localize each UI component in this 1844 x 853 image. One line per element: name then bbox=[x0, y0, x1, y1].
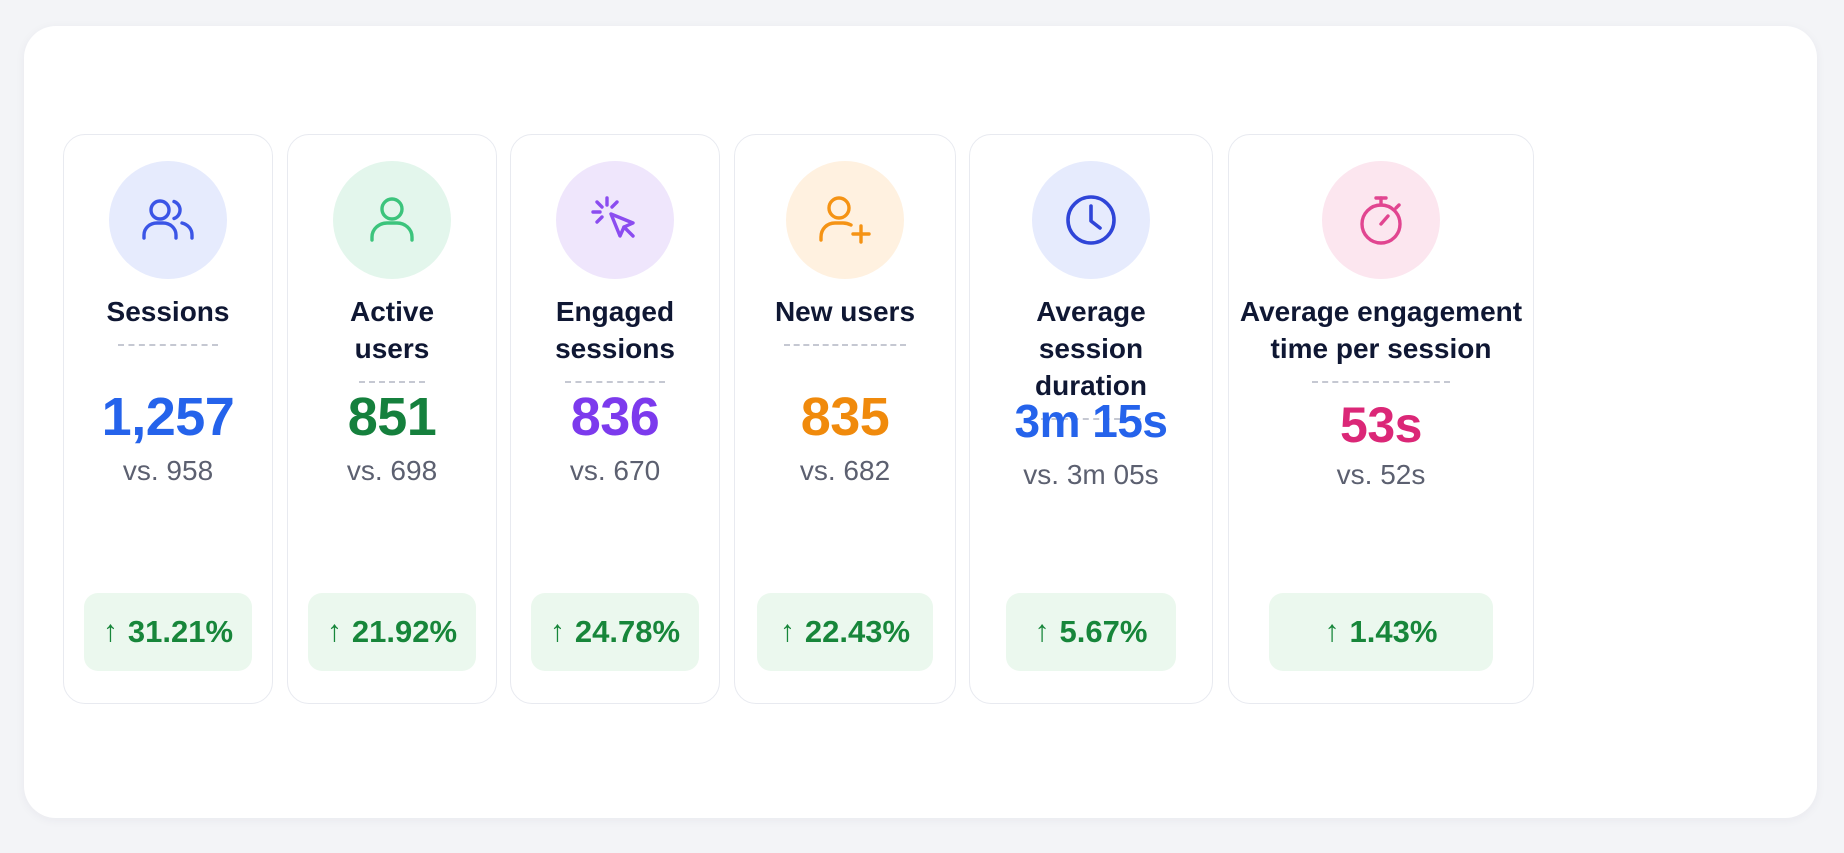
metric-value: 851 bbox=[347, 387, 437, 447]
metric-comparison: vs. 3m 05s bbox=[1023, 459, 1159, 490]
metric-label: Average session duration bbox=[1035, 296, 1147, 401]
icon-circle bbox=[1322, 161, 1440, 279]
change-badge: ↑ 1.43% bbox=[1269, 593, 1493, 671]
users-icon bbox=[142, 199, 194, 240]
change-badge: ↑ 24.78% bbox=[531, 593, 699, 671]
metric-comparison: vs. 52s bbox=[1336, 459, 1426, 490]
metric-label: Average engagement time per session bbox=[1239, 296, 1523, 364]
label-underline bbox=[118, 344, 218, 346]
label-underline bbox=[1041, 418, 1141, 420]
metric-value: 835 bbox=[800, 387, 890, 447]
metric-label-block: New users bbox=[745, 293, 945, 346]
metric-card-sessions[interactable]: Sessions 1,257 vs. 958 ↑ 31.21% bbox=[63, 134, 273, 704]
arrow-up-icon: ↑ bbox=[1324, 615, 1340, 648]
stopwatch-icon bbox=[1360, 196, 1402, 245]
metrics-panel: Sessions 1,257 vs. 958 ↑ 31.21% Active u… bbox=[24, 26, 1817, 818]
icon-circle bbox=[786, 161, 904, 279]
metric-comparison: vs. 670 bbox=[569, 455, 661, 486]
label-underline bbox=[1312, 381, 1450, 383]
metric-label-block: Average session duration bbox=[980, 293, 1202, 420]
cursor-click-icon bbox=[591, 196, 635, 238]
metric-comparison: vs. 682 bbox=[799, 455, 891, 486]
change-value: 24.78% bbox=[574, 614, 681, 649]
label-underline bbox=[565, 381, 665, 383]
metric-label: New users bbox=[774, 296, 916, 327]
label-underline bbox=[784, 344, 906, 346]
metric-value: 1,257 bbox=[101, 387, 235, 447]
icon-circle bbox=[1032, 161, 1150, 279]
metric-card-average-engagement-time[interactable]: Average engagement time per session 53s … bbox=[1228, 134, 1534, 704]
metric-label: Active users bbox=[349, 296, 435, 364]
metric-card-engaged-sessions[interactable]: Engaged sessions 836 vs. 670 ↑ 24.78% bbox=[510, 134, 720, 704]
metric-card-active-users[interactable]: Active users 851 vs. 698 ↑ 21.92% bbox=[287, 134, 497, 704]
icon-circle bbox=[556, 161, 674, 279]
metric-comparison: vs. 958 bbox=[122, 455, 214, 486]
change-badge: ↑ 22.43% bbox=[757, 593, 933, 671]
icon-circle bbox=[333, 161, 451, 279]
metric-card-average-session-duration[interactable]: Average session duration 3m 15s vs. 3m 0… bbox=[969, 134, 1213, 704]
label-underline bbox=[359, 381, 425, 383]
metric-label: Engaged sessions bbox=[555, 296, 675, 364]
change-value: 31.21% bbox=[127, 614, 234, 649]
user-plus-icon bbox=[819, 196, 871, 244]
metric-label-block: Average engagement time per session bbox=[1239, 293, 1523, 383]
metric-label-block: Active users bbox=[298, 293, 486, 383]
arrow-up-icon: ↑ bbox=[326, 615, 342, 648]
user-icon bbox=[370, 197, 414, 242]
change-value: 5.67% bbox=[1059, 614, 1148, 649]
arrow-up-icon: ↑ bbox=[549, 615, 565, 648]
metric-label-block: Sessions bbox=[74, 293, 262, 346]
clock-icon bbox=[1066, 195, 1116, 245]
arrow-up-icon: ↑ bbox=[1034, 615, 1050, 648]
change-value: 21.92% bbox=[351, 614, 458, 649]
change-value: 1.43% bbox=[1349, 614, 1438, 649]
metric-comparison: vs. 698 bbox=[346, 455, 438, 486]
metric-value: 3m 15s bbox=[1014, 395, 1168, 447]
icon-circle bbox=[109, 161, 227, 279]
metric-label: Sessions bbox=[106, 296, 230, 327]
change-badge: ↑ 5.67% bbox=[1006, 593, 1176, 671]
change-badge: ↑ 21.92% bbox=[308, 593, 476, 671]
metric-card-new-users[interactable]: New users 835 vs. 682 ↑ 22.43% bbox=[734, 134, 956, 704]
change-badge: ↑ 31.21% bbox=[84, 593, 252, 671]
arrow-up-icon: ↑ bbox=[779, 615, 795, 648]
metric-label-block: Engaged sessions bbox=[521, 293, 709, 383]
change-value: 22.43% bbox=[804, 614, 911, 649]
arrow-up-icon: ↑ bbox=[102, 615, 118, 648]
metric-value: 53s bbox=[1340, 397, 1422, 453]
metric-value: 836 bbox=[570, 387, 660, 447]
